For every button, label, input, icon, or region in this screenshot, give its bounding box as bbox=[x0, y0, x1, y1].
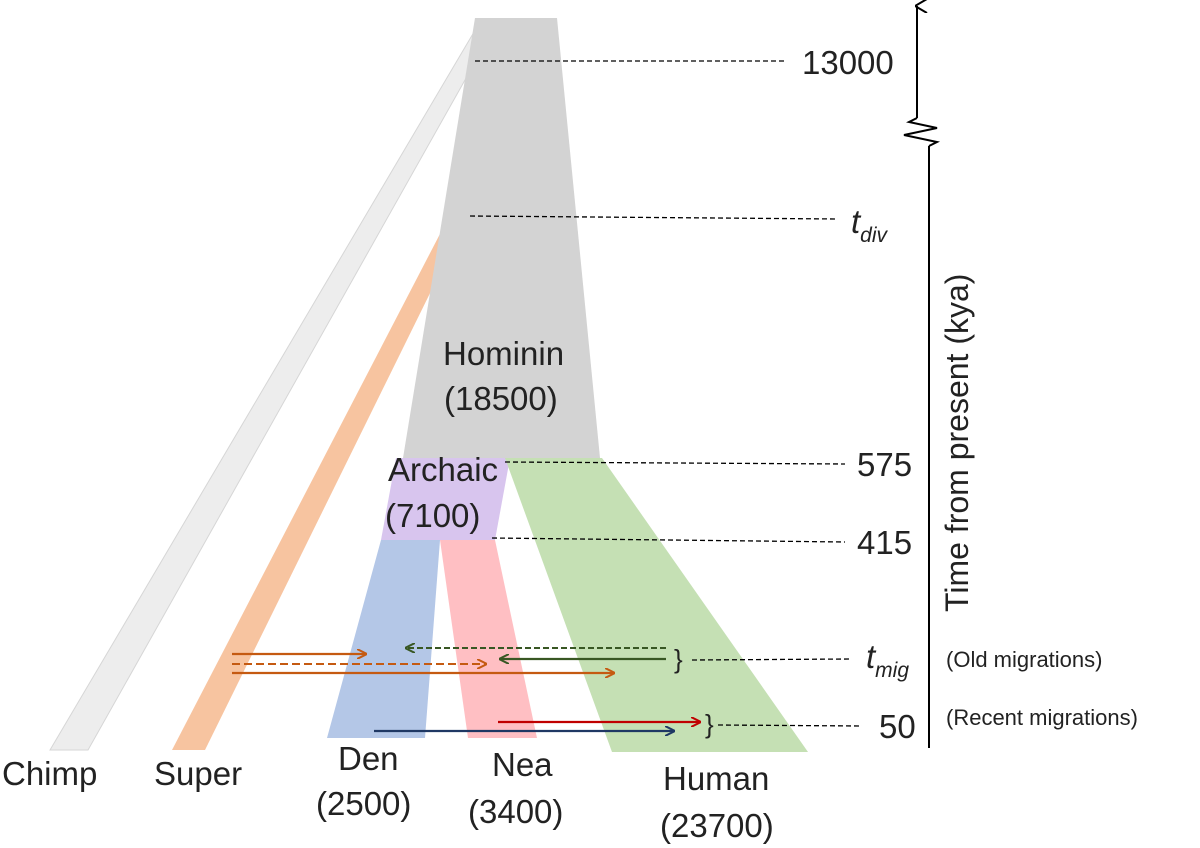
dashed-line-50 bbox=[717, 724, 863, 727]
hominin-size: (18500) bbox=[444, 380, 558, 417]
den-size: (2500) bbox=[316, 785, 411, 822]
time-label-575: 575 bbox=[857, 446, 912, 483]
chimp-label: Chimp bbox=[2, 755, 97, 792]
tmig-main: t bbox=[866, 638, 877, 675]
den-label: Den bbox=[338, 740, 399, 777]
recent-migrations-brace: } bbox=[705, 709, 714, 739]
nea-label: Nea bbox=[492, 746, 553, 783]
archaic-size: (7100) bbox=[385, 497, 480, 534]
tdiv-sub: div bbox=[860, 224, 888, 247]
nea-size: (3400) bbox=[468, 793, 563, 830]
hominin-branch bbox=[403, 18, 600, 458]
time-label-50: 50 bbox=[879, 708, 916, 745]
axis-break-icon bbox=[903, 117, 941, 147]
archaic-label: Archaic bbox=[388, 451, 498, 488]
tdiv-main: t bbox=[851, 203, 862, 240]
recent-migrations-note: (Recent migrations) bbox=[946, 705, 1138, 730]
time-axis-title: Time from present (kya) bbox=[939, 274, 975, 612]
archaic-branch bbox=[381, 458, 510, 540]
old-migrations-note: (Old migrations) bbox=[946, 647, 1102, 672]
human-branch bbox=[505, 458, 808, 752]
super-branch bbox=[172, 180, 470, 750]
dashed-line-tmig bbox=[691, 658, 851, 661]
old-migrations-brace: } bbox=[674, 644, 683, 674]
den-branch bbox=[327, 540, 440, 738]
dashed-line-415 bbox=[491, 537, 846, 543]
nea-branch bbox=[440, 540, 537, 738]
super-label: Super bbox=[154, 755, 242, 792]
time-label-415: 415 bbox=[857, 524, 912, 561]
human-size: (23700) bbox=[660, 807, 774, 844]
time-label-13000: 13000 bbox=[802, 44, 894, 81]
dashed-line-tdiv bbox=[469, 215, 839, 220]
tmig-sub: mig bbox=[875, 659, 909, 682]
time-label-tmig: tmig bbox=[866, 638, 909, 682]
hominin-label: Hominin bbox=[443, 335, 564, 372]
time-label-tdiv: tdiv bbox=[851, 203, 889, 247]
dashed-line-575 bbox=[504, 461, 846, 465]
human-label: Human bbox=[663, 760, 769, 797]
